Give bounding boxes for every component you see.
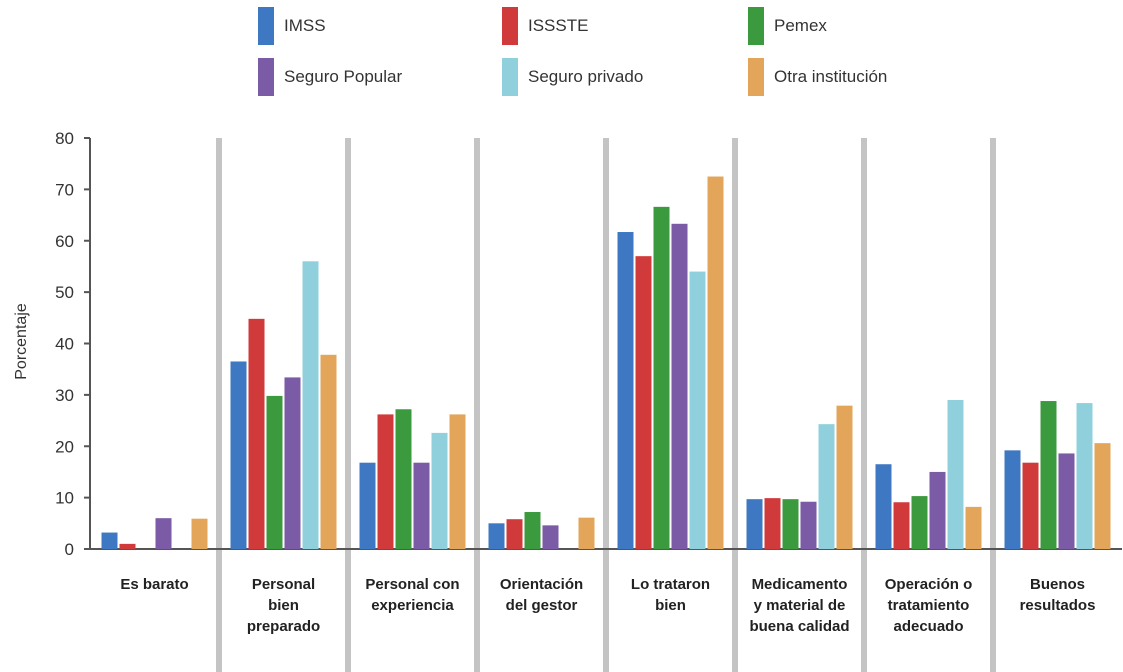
bar-imss [230,361,247,549]
category-separator [603,138,609,672]
legend-swatch-seguro-popular [258,58,274,96]
legend-item-imss: IMSS [258,4,326,48]
legend-label-otra-institucion: Otra institución [774,67,888,86]
y-tick-label: 40 [55,335,74,354]
category-separator [474,138,480,672]
chart-legend: IMSS ISSSTE Pemex Seguro Popular Seguro … [0,0,1123,110]
x-category-label: Operación o tratamiento adecuado [884,576,973,635]
legend-swatch-otra-institucion [748,58,764,96]
x-category-label: Orientación del gestor [499,576,584,614]
legend-label-imss: IMSS [284,16,326,35]
y-tick-label: 30 [55,386,74,405]
bar-seguro-popular [413,462,430,549]
bar-imss [1004,450,1021,549]
bar-otra-institución [191,518,208,549]
bar-imss [488,523,505,549]
bar-issste [893,502,910,549]
legend-label-seguro-privado: Seguro privado [528,67,644,86]
category-separator [732,138,738,672]
bar-issste [377,414,394,549]
bar-imss [746,499,763,549]
bar-pemex [524,512,541,549]
y-tick-label: 10 [55,489,74,508]
bar-seguro-popular [929,471,946,549]
bar-seguro-privado [947,400,964,549]
legend-item-seguro-privado: Seguro privado [502,55,643,99]
bar-issste [635,256,652,549]
bar-seguro-popular [1058,453,1075,549]
bar-otra-institución [836,405,853,549]
bar-imss [101,532,118,549]
bar-seguro-privado [1076,403,1093,549]
bar-pemex [1040,401,1057,549]
category-separator [990,138,996,672]
y-tick-label: 60 [55,232,74,251]
bar-issste [248,318,265,549]
bar-otra-institución [449,414,466,549]
bar-seguro-popular [542,525,559,549]
bar-issste [506,519,523,549]
legend-label-seguro-popular: Seguro Popular [284,67,403,86]
bar-pemex [266,395,283,549]
y-axis-title: Porcentaje [13,303,30,380]
legend-label-pemex: Pemex [774,16,827,35]
y-tick-label: 0 [65,540,74,559]
legend-item-issste: ISSSTE [502,4,588,48]
bar-seguro-privado [818,424,835,549]
bar-pemex [911,496,928,549]
y-tick-label: 70 [55,180,74,199]
legend-label-issste: ISSSTE [528,16,589,35]
bar-issste [119,543,136,549]
bar-seguro-privado [302,261,319,549]
x-category-label: Buenos resultados [1019,576,1096,614]
bar-imss [875,464,892,549]
bar-issste [1022,462,1039,549]
category-separator [861,138,867,672]
category-separator [345,138,351,672]
bar-seguro-popular [671,223,688,549]
bar-pemex [395,409,412,549]
x-category-label: Personal bien preparado [246,576,321,635]
bar-pemex [782,499,799,549]
bar-otra-institución [578,517,595,549]
bar-otra-institución [707,176,724,549]
legend-item-pemex: Pemex [748,4,827,48]
x-category-label: Personal con experiencia [365,576,460,614]
bar-otra-institución [320,354,337,549]
bar-issste [764,498,781,549]
y-tick-label: 20 [55,437,74,456]
bar-otra-institución [1094,443,1111,549]
bar-seguro-privado [689,271,706,549]
y-tick-label: 80 [55,129,74,148]
bar-imss [617,232,634,550]
y-tick-label: 50 [55,283,74,302]
bar-pemex [653,206,670,549]
bar-otra-institución [965,506,982,549]
category-separator [216,138,222,672]
bar-seguro-popular [800,501,817,549]
legend-swatch-issste [502,7,518,45]
legend-item-seguro-popular: Seguro Popular [258,55,402,99]
bar-seguro-popular [284,377,301,549]
legend-swatch-seguro-privado [502,58,518,96]
legend-swatch-imss [258,7,274,45]
bar-imss [359,462,376,549]
bar-seguro-popular [155,518,172,549]
x-category-label: Es barato [120,576,189,593]
x-category-label: Medicamento y material de buena calidad [749,576,850,635]
legend-item-otra-institucion: Otra institución [748,55,887,99]
legend-swatch-pemex [748,7,764,45]
bar-seguro-privado [431,432,448,549]
x-category-label: Lo trataron bien [630,576,711,614]
